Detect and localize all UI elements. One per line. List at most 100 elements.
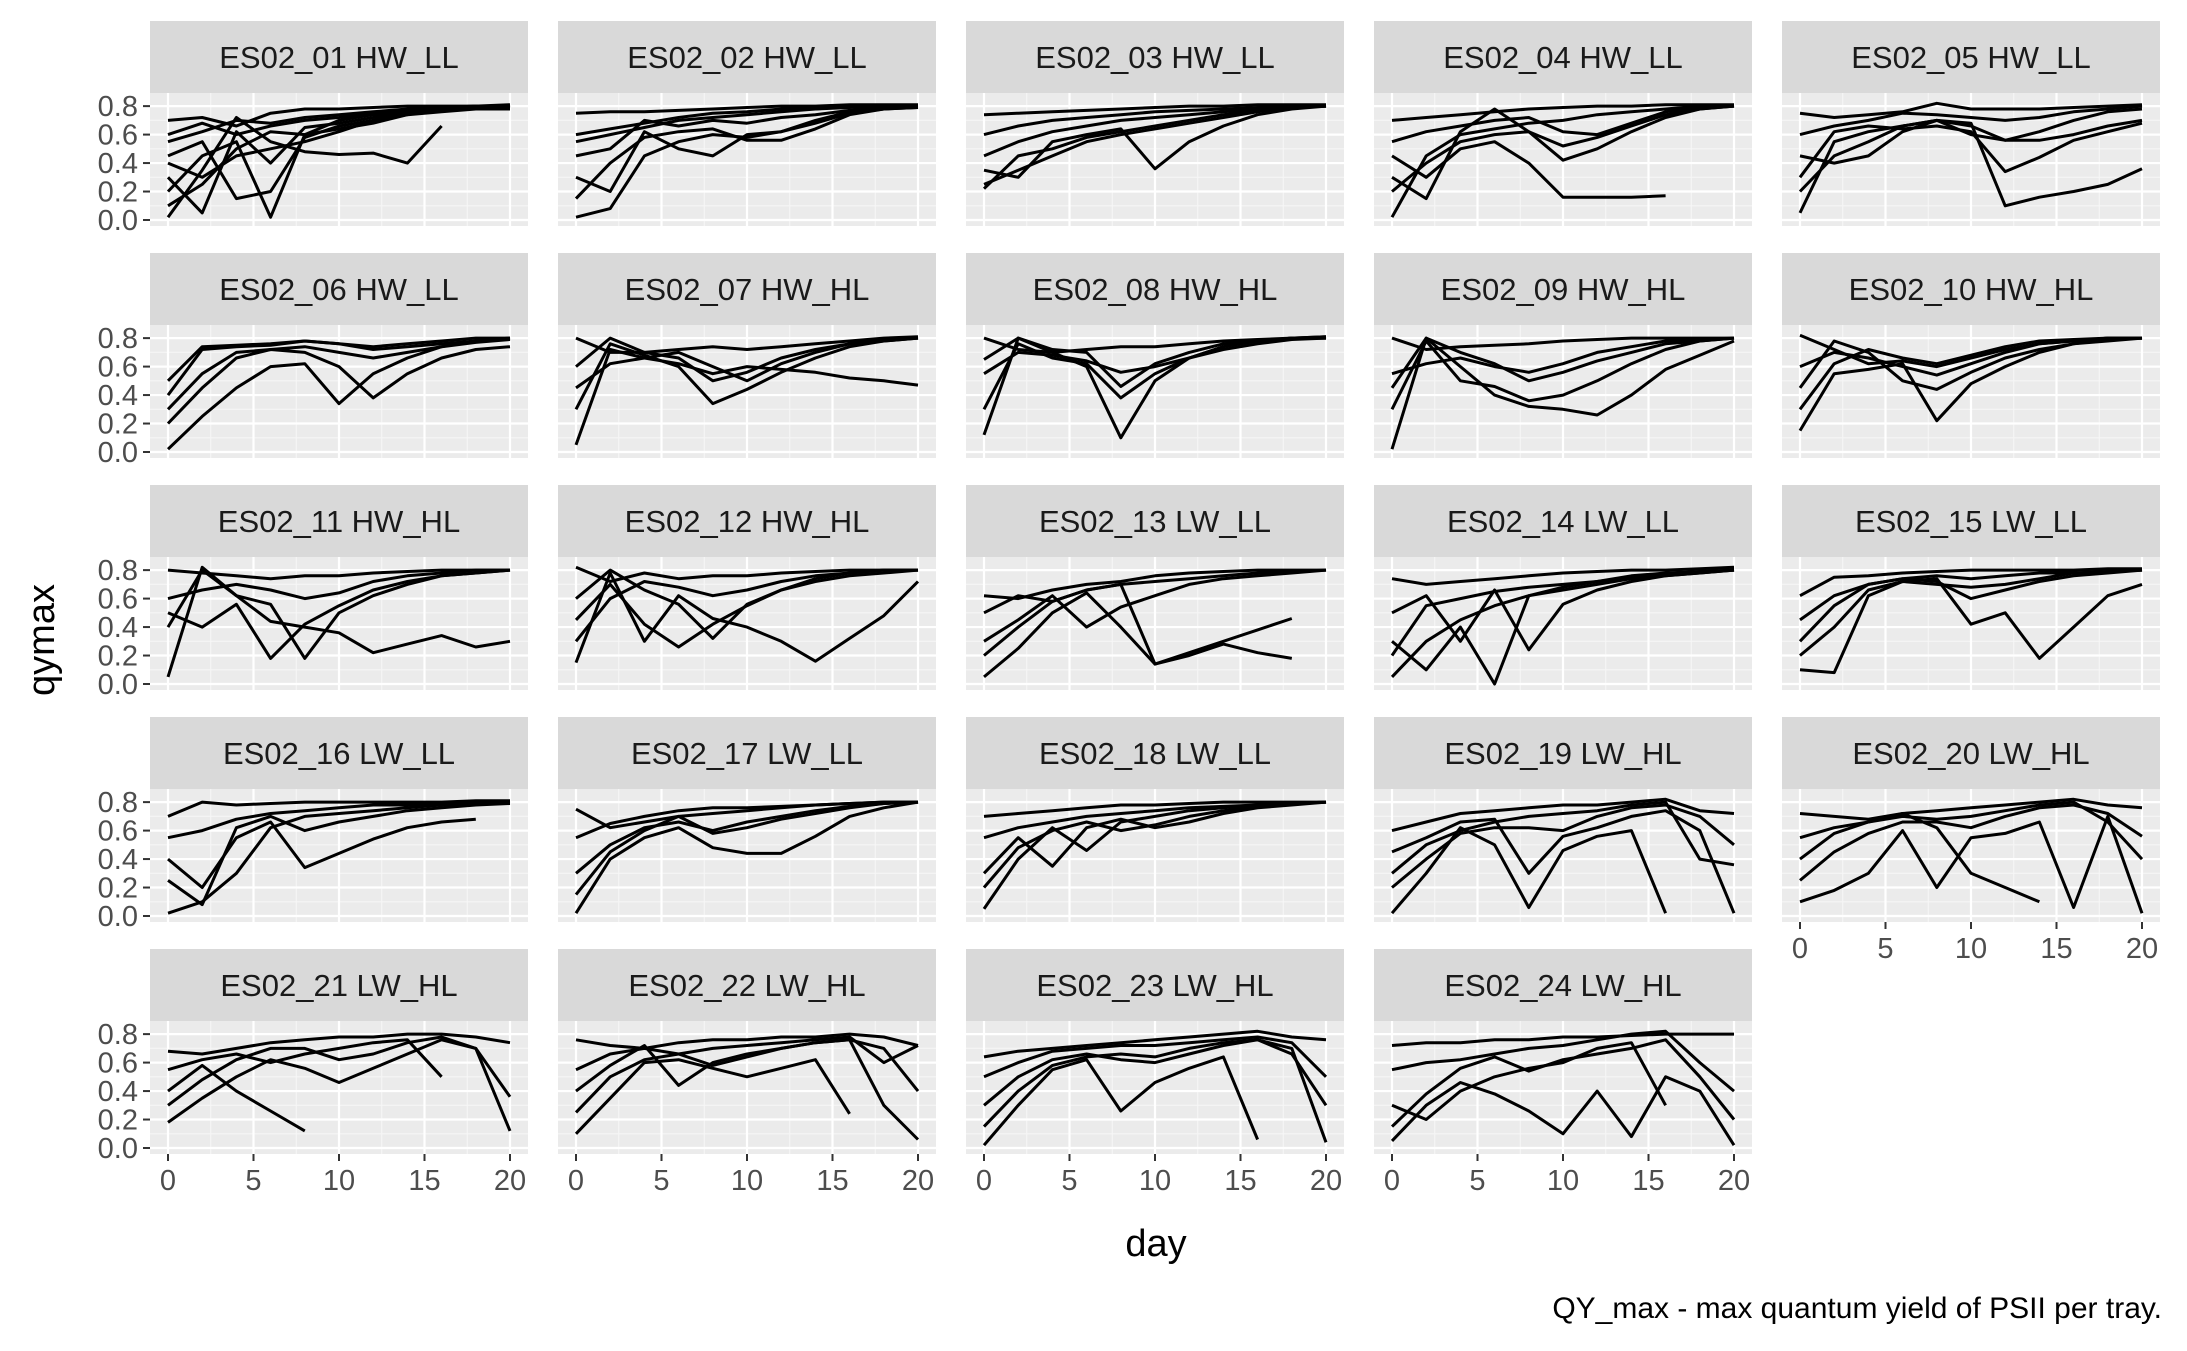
- plant-series-line: [1391, 1032, 1734, 1047]
- facet-panel: ES02_15 LW_LL: [1782, 485, 2160, 690]
- plant-series-line: [1391, 797, 1735, 833]
- plant-series-line: [1798, 336, 2142, 411]
- plant-series-line: [1390, 568, 1735, 657]
- plant-series-line: [575, 1035, 919, 1072]
- panel-strip-label: ES02_01 HW_LL: [219, 40, 459, 75]
- plant-series-line: [167, 1032, 511, 1056]
- facet-panel: ES02_23 LW_HL 0 5 10 15 20: [966, 949, 1344, 1197]
- panel-strip-label: ES02_24 LW_HL: [1444, 968, 1681, 1003]
- strip-background: [1782, 21, 2160, 93]
- x-tick-label: 0: [976, 1165, 992, 1197]
- y-tick-label: 0.4: [98, 148, 138, 180]
- y-tick-label: 0.0: [98, 1133, 138, 1165]
- plant-series-line: [1798, 121, 2143, 179]
- panel-strip-label: ES02_09 HW_HL: [1441, 272, 1686, 307]
- plant-series-line: [166, 345, 511, 411]
- y-tick-label: 0.8: [98, 787, 138, 819]
- plant-series-line: [574, 336, 919, 410]
- y-tick-label: 0.2: [98, 641, 138, 673]
- x-tick-label: 0: [1792, 933, 1808, 965]
- strip-background: [558, 949, 936, 1021]
- plant-series-line: [167, 1038, 443, 1078]
- plant-series-line: [575, 104, 919, 158]
- plant-series-line: [1798, 118, 2143, 214]
- facet-panel: ES02_18 LW_LL: [966, 717, 1344, 922]
- panel-strip-label: ES02_22 LW_HL: [628, 968, 865, 1003]
- y-tick-label: 0.0: [98, 205, 138, 237]
- x-tick-label: 5: [1469, 1165, 1485, 1197]
- plant-series-line: [574, 106, 919, 200]
- facet-panel: ES02_12 HW_HL: [558, 485, 936, 690]
- y-tick-label: 0.2: [98, 177, 138, 209]
- plant-series-line: [575, 1032, 919, 1050]
- y-tick-label: 0.0: [98, 901, 138, 933]
- strip-background: [150, 21, 528, 93]
- strip-background: [558, 253, 936, 325]
- y-tick-label: 0.2: [98, 409, 138, 441]
- plant-series-line: [1799, 118, 2143, 165]
- panel-strip-label: ES02_06 HW_LL: [219, 272, 459, 307]
- plant-series-line: [1390, 1075, 1736, 1147]
- x-tick-label: 20: [494, 1165, 526, 1197]
- x-tick-label: 15: [816, 1165, 848, 1197]
- plant-series-line: [1799, 803, 2143, 882]
- plant-series-line: [574, 568, 918, 643]
- y-tick-label: 0.4: [98, 844, 138, 876]
- plant-series-line: [574, 800, 919, 896]
- x-tick-label: 10: [1139, 1165, 1171, 1197]
- facet-panel: ES02_08 HW_HL: [966, 253, 1344, 458]
- y-tick-label: 0.4: [98, 612, 138, 644]
- plant-series-line: [983, 1035, 1328, 1079]
- panel-strip-label: ES02_17 LW_LL: [631, 736, 863, 771]
- strip-background: [966, 485, 1344, 557]
- panel-strip-label: ES02_12 HW_HL: [625, 504, 870, 539]
- plant-series-line: [574, 800, 919, 915]
- strip-background: [558, 485, 936, 557]
- y-tick-label: 0.8: [98, 323, 138, 355]
- plant-series-line: [1391, 104, 1735, 201]
- x-tick-label: 5: [1877, 933, 1893, 965]
- x-tick-label: 20: [1718, 1165, 1750, 1197]
- plant-series-line: [1391, 809, 1736, 914]
- facet-panel: ES02_03 HW_LL: [966, 21, 1344, 226]
- plant-series-line: [1799, 568, 2143, 657]
- x-tick-label: 15: [408, 1165, 440, 1197]
- plant-series-line: [166, 338, 511, 425]
- strip-background: [150, 253, 528, 325]
- x-tick-label: 0: [568, 1165, 584, 1197]
- y-tick-label: 0.6: [98, 120, 138, 152]
- panel-strip-label: ES02_04 HW_LL: [1443, 40, 1683, 75]
- plant-series-line: [983, 104, 1327, 179]
- panel-strip-label: ES02_08 HW_HL: [1033, 272, 1278, 307]
- x-tick-label: 10: [1547, 1165, 1579, 1197]
- plant-series-line: [1799, 814, 2144, 914]
- y-tick-label: 0.4: [98, 1076, 138, 1108]
- strip-background: [1374, 253, 1752, 325]
- plant-series-line: [575, 800, 918, 840]
- x-tick-label: 0: [1384, 1165, 1400, 1197]
- y-tick-label: 0.6: [98, 816, 138, 848]
- plant-series-line: [983, 591, 1293, 679]
- plant-series-line: [1390, 826, 1667, 915]
- plant-series-line: [1391, 800, 1735, 875]
- x-tick-label: 10: [1955, 933, 1987, 965]
- panel-strip-label: ES02_05 HW_LL: [1851, 40, 2091, 75]
- plant-series-line: [1798, 336, 2143, 391]
- panel-strip-label: ES02_13 LW_LL: [1039, 504, 1271, 539]
- x-tick-label: 15: [1632, 1165, 1664, 1197]
- facet-panel: ES02_11 HW_HL 0.00.20.40.60.8: [98, 485, 528, 701]
- panel-strip-label: ES02_11 HW_HL: [218, 504, 460, 539]
- plant-series-line: [1390, 336, 1735, 450]
- x-tick-label: 10: [323, 1165, 355, 1197]
- plant-series-line: [167, 568, 510, 581]
- plant-series-line: [983, 104, 1327, 186]
- x-tick-label: 5: [1061, 1165, 1077, 1197]
- facet-panel: ES02_05 HW_LL: [1782, 21, 2160, 226]
- strip-background: [150, 717, 528, 789]
- plant-series-line: [1391, 104, 1735, 193]
- facet-panel: ES02_19 LW_HL: [1374, 717, 1752, 922]
- plant-series-line: [1799, 567, 2142, 598]
- plant-series-line: [982, 800, 1327, 889]
- strip-background: [558, 21, 936, 93]
